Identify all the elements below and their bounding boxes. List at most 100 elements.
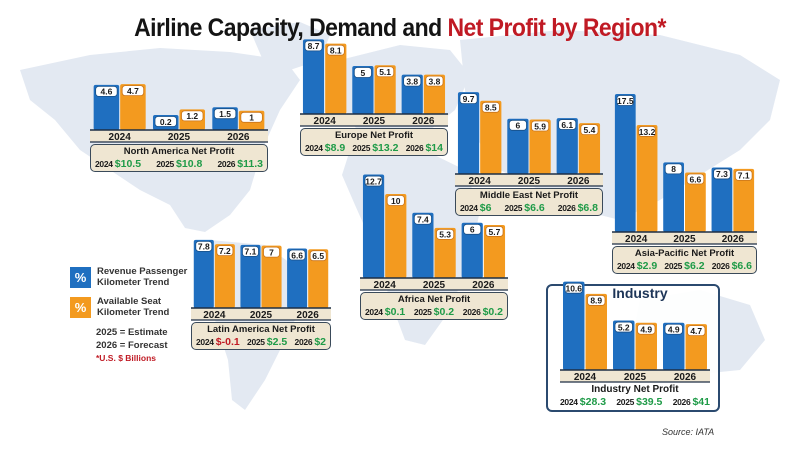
value-label-bg bbox=[154, 116, 177, 127]
value-label-bg bbox=[580, 124, 599, 136]
value-label-bg bbox=[436, 228, 455, 240]
bar-asia-pacific-rpk-2026 bbox=[711, 167, 733, 232]
year-axis-band bbox=[360, 278, 508, 290]
value-label-bg bbox=[664, 323, 683, 335]
profit-title: Industry Net Profit bbox=[591, 384, 679, 395]
profit-title: Europe Net Profit bbox=[334, 130, 414, 141]
bar-latin-america-rpk-2026 bbox=[287, 248, 308, 308]
net-profit-item: 2024 $6 bbox=[460, 202, 491, 214]
bar-europe-ask-2024 bbox=[325, 43, 347, 114]
x-tick-label: 2025 bbox=[423, 280, 446, 291]
value-label-bg bbox=[616, 95, 635, 106]
net-profit-item: 2026 $11.3 bbox=[218, 158, 263, 170]
profit-title: Asia-Pacific Net Profit bbox=[634, 248, 735, 259]
x-tick-label: 2026 bbox=[722, 234, 745, 245]
net-profit-value: $6.6 bbox=[524, 202, 545, 214]
net-profit-item: 2025 $2.5 bbox=[247, 336, 287, 348]
value-label-bg bbox=[403, 75, 422, 87]
value-label-bg bbox=[213, 108, 237, 120]
value-label-bg bbox=[531, 120, 550, 132]
net-profit-year: 2025 bbox=[664, 261, 685, 271]
net-profit-year: 2025 bbox=[247, 337, 267, 347]
net-profit-value: $41 bbox=[692, 396, 710, 408]
net-profit-year: 2024 bbox=[305, 143, 325, 153]
net-profit-item: 2024 $-0.1 bbox=[196, 336, 240, 348]
legend-label-rpk: Revenue Passenger Kilometer Trend bbox=[97, 266, 188, 288]
net-profit-year: 2024 bbox=[196, 337, 216, 347]
net-profit-year: 2026 bbox=[217, 159, 238, 169]
value-label: 8.1 bbox=[330, 45, 342, 55]
panel-latin-america: 7.8 7.2 7.1 7 6.6 6.5 2024 2025 2026 Latin Ameri… bbox=[191, 239, 331, 350]
net-profit-item: 2026 $2 bbox=[295, 336, 326, 348]
legend-note-forecast: 2026 = Forecast bbox=[96, 340, 168, 351]
value-label-bg bbox=[326, 44, 345, 56]
profit-box-middle-east: Middle East Net Profit 2024 $6 2025 $6.6 2… bbox=[455, 188, 603, 216]
net-profit-year: 2024 bbox=[617, 261, 637, 271]
value-label: 6 bbox=[516, 121, 521, 131]
value-label: 5.2 bbox=[618, 322, 630, 332]
profit-row: 2024 $28.3 2025 $39.5 2026 $41 bbox=[556, 396, 714, 408]
value-label: 5.3 bbox=[439, 230, 451, 240]
bars-asia-pacific: 17.5 13.2 8 6.6 7.3 7.1 2024 2025 2026 bbox=[612, 94, 757, 245]
value-label: 5.4 bbox=[584, 125, 596, 135]
x-tick-label: 2026 bbox=[472, 280, 495, 291]
percent-icon: % bbox=[70, 296, 91, 318]
value-label: 13.2 bbox=[639, 127, 656, 137]
value-label: 12.7 bbox=[365, 176, 382, 186]
value-label: 7.1 bbox=[245, 247, 257, 257]
value-label: 4.7 bbox=[690, 326, 702, 336]
source-note: Source: IATA bbox=[662, 427, 715, 437]
net-profit-year: 2026 bbox=[557, 203, 578, 213]
net-profit-value: $0.2 bbox=[482, 306, 503, 318]
x-tick-label: 2026 bbox=[674, 372, 697, 383]
net-profit-year: 2025 bbox=[352, 143, 373, 153]
value-label-bg bbox=[121, 85, 145, 97]
value-label-bg bbox=[485, 226, 504, 237]
bar-africa-rpk-2024 bbox=[362, 174, 385, 278]
year-axis-band bbox=[90, 130, 268, 142]
net-profit-value: $14 bbox=[425, 142, 443, 154]
bar-middle-east-ask-2024 bbox=[480, 100, 502, 174]
profit-row: 2024 $6 2025 $6.6 2026 $6.8 bbox=[456, 202, 602, 214]
value-label-bg bbox=[459, 93, 478, 105]
profit-title: Middle East Net Profit bbox=[479, 190, 579, 201]
year-axis-band bbox=[300, 114, 448, 126]
value-label: 7 bbox=[269, 247, 274, 257]
profit-row: 2024 $10.5 2025 $10.8 2026 $11.3 bbox=[91, 158, 267, 170]
value-label-bg bbox=[195, 240, 213, 252]
x-tick-label: 2024 bbox=[469, 176, 492, 187]
bar-latin-america-rpk-2024 bbox=[193, 239, 214, 308]
net-profit-value: $2.9 bbox=[636, 260, 658, 272]
net-profit-value: $6.8 bbox=[577, 202, 598, 214]
bar-latin-america-rpk-2025 bbox=[240, 244, 261, 308]
net-profit-item: 2024 $10.5 bbox=[95, 158, 141, 170]
profit-row: 2024 $8.9 2025 $13.2 2026 $14 bbox=[301, 142, 447, 154]
value-label-bg bbox=[587, 295, 606, 306]
value-label: 4.9 bbox=[668, 325, 680, 335]
bar-europe-rpk-2025 bbox=[352, 66, 374, 114]
net-profit-value: $6 bbox=[479, 202, 492, 214]
panel-middle-east: 9.7 8.5 6 5.9 6.1 5.4 2024 2025 2026 Middle East… bbox=[455, 92, 603, 216]
bar-africa-rpk-2026 bbox=[461, 222, 483, 278]
profit-box-africa: Africa Net Profit 2024 $0.1 2025 $0.2 2026… bbox=[360, 292, 508, 320]
value-label: 17.5 bbox=[617, 96, 634, 106]
value-label: 5 bbox=[361, 68, 366, 78]
value-label-bg bbox=[376, 66, 395, 78]
net-profit-value: $-0.1 bbox=[215, 336, 240, 348]
year-axis-band bbox=[455, 174, 603, 186]
value-label-bg bbox=[687, 325, 706, 337]
value-label: 7.2 bbox=[219, 246, 231, 256]
profit-box-latin-america: Latin America Net Profit 2024 $-0.1 2025 … bbox=[191, 322, 331, 350]
net-profit-value: $8.9 bbox=[324, 142, 346, 154]
net-profit-value: $2.5 bbox=[266, 336, 288, 348]
bar-europe-ask-2025 bbox=[374, 65, 396, 114]
x-tick-label: 2024 bbox=[625, 234, 648, 245]
bar-africa-ask-2025 bbox=[434, 227, 456, 278]
x-tick-label: 2024 bbox=[574, 372, 597, 383]
profit-box-north-america: North America Net Profit 2024 $10.5 2025 … bbox=[90, 144, 268, 172]
net-profit-value: $13.2 bbox=[372, 142, 399, 154]
value-label: 7.3 bbox=[716, 169, 728, 179]
value-label: 8.7 bbox=[308, 41, 320, 51]
value-label: 4.7 bbox=[127, 86, 139, 96]
value-label: 0.2 bbox=[160, 117, 172, 127]
